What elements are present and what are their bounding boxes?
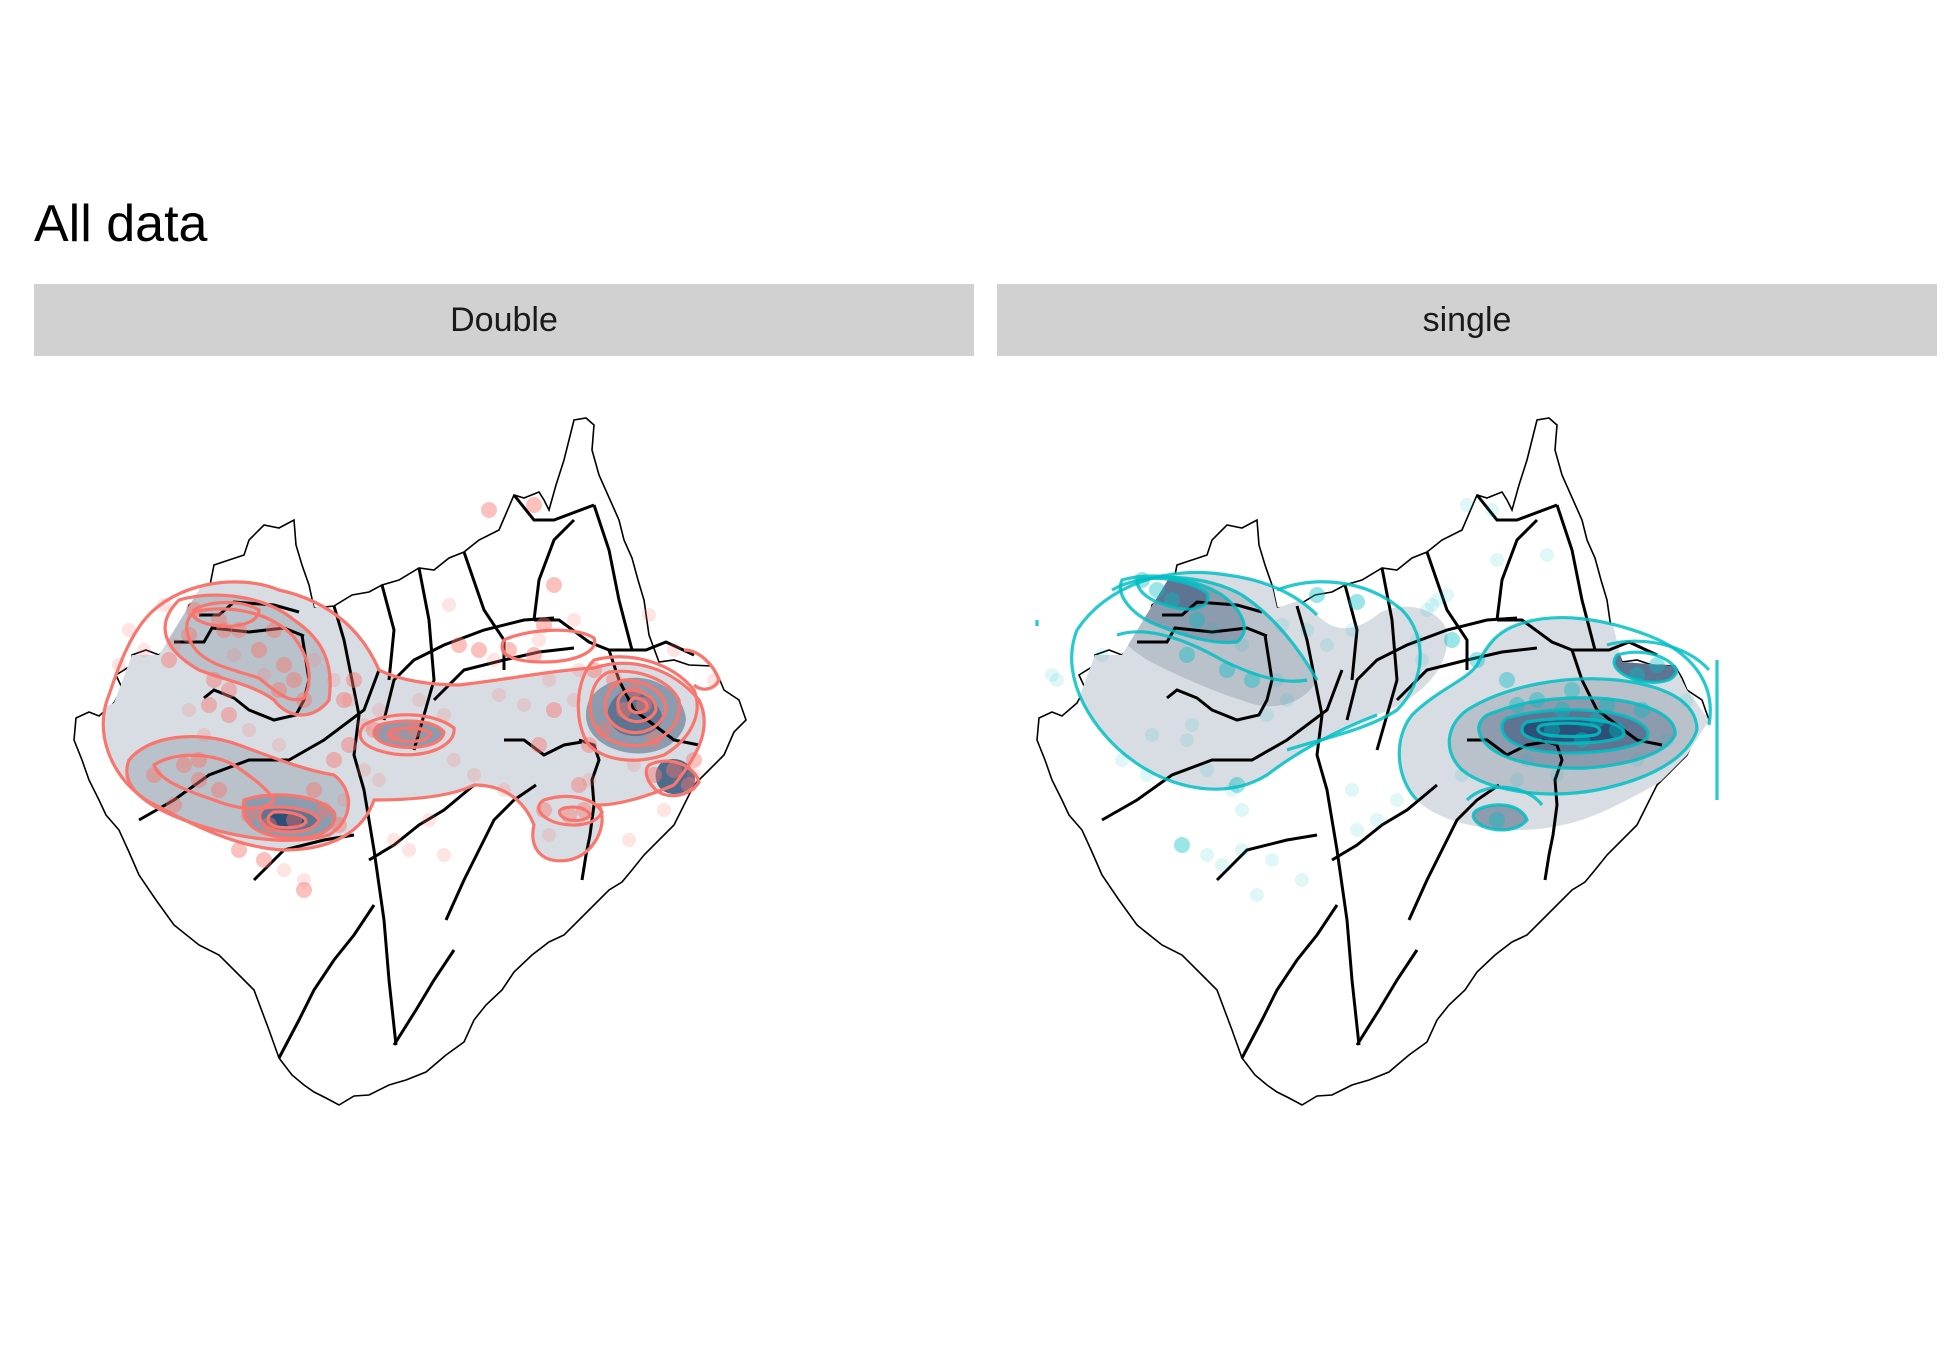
density-contours-single [1035, 570, 1719, 832]
density-contours-double [101, 580, 721, 863]
map-panel-double [34, 380, 974, 1120]
facet-strip-single: single [997, 284, 1937, 356]
facet-label-double: Double [450, 300, 558, 339]
internal-boundaries [138, 494, 700, 1059]
map-svg-double [73, 417, 747, 1106]
plot-title: All data [34, 195, 208, 253]
map-panel-single [997, 380, 1937, 1120]
points-single [1045, 498, 1694, 902]
facet-strip-double: Double [34, 284, 974, 356]
facet-label-single: single [1422, 300, 1512, 339]
points-double [112, 497, 721, 898]
map-svg-single [1035, 417, 1719, 1106]
